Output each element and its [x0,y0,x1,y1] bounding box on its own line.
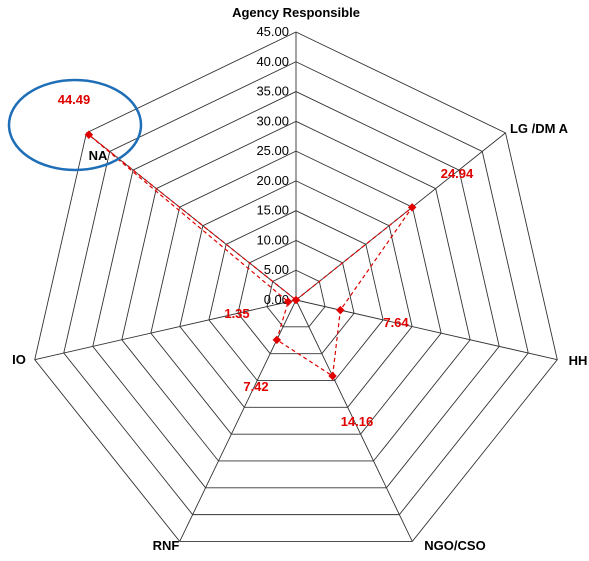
r-tick-label: 30.00 [256,113,289,128]
radial-tick-labels: 0.00 5.00 10.00 15.00 20.00 25.00 30.00 35.00 40… [256,24,289,307]
r-tick-label: 25.00 [256,143,289,158]
grid-ring [92,91,500,489]
data-label: 14.16 [341,414,374,429]
grid-ring [121,120,471,462]
highlight-ellipse [7,78,143,172]
category-label: NA [89,148,108,163]
series-group [84,130,417,381]
series-point [283,297,293,307]
series-point [84,130,94,140]
category-labels: LG /DM A HH NGO/CSO RNF IO NA [12,121,587,553]
series-point [272,335,282,345]
r-tick-label: 0.00 [264,292,289,307]
grid-spoke [295,299,413,542]
grid-ring [150,150,442,435]
grid-ring [179,180,413,408]
r-tick-label: 15.00 [256,203,289,218]
data-label: 44.49 [58,92,91,107]
grid-ring [266,269,326,328]
data-label: 7.64 [383,315,409,330]
data-label: 24.94 [441,166,474,181]
r-tick-label: 45.00 [256,24,289,39]
series-point [336,305,345,315]
radar-spokes [34,32,558,542]
series-point [407,203,417,212]
grid-ring [208,210,384,381]
category-label: NGO/CSO [424,538,485,553]
grid-ring [63,61,529,516]
data-label: 7.42 [243,379,268,394]
grid-spoke [179,299,297,542]
data-label: 1.35 [224,306,249,321]
series-point [328,371,337,381]
category-label: RNF [153,538,180,553]
grid-ring [237,239,355,355]
r-tick-label: 40.00 [256,54,289,69]
category-label: HH [569,353,588,368]
grid-spoke [34,299,297,361]
r-tick-label: 5.00 [264,262,289,277]
highlight-group [7,78,143,172]
r-tick-label: 20.00 [256,173,289,188]
chart-title: Agency Responsible [232,5,360,20]
category-label: LG /DM A [510,121,569,136]
category-label: IO [12,352,26,367]
data-labels: 24.94 7.64 14.16 7.42 1.35 44.49 [58,92,474,429]
series-line [88,134,413,378]
r-tick-label: 35.00 [256,84,289,99]
r-tick-label: 10.00 [256,232,289,247]
series-point [291,295,301,305]
